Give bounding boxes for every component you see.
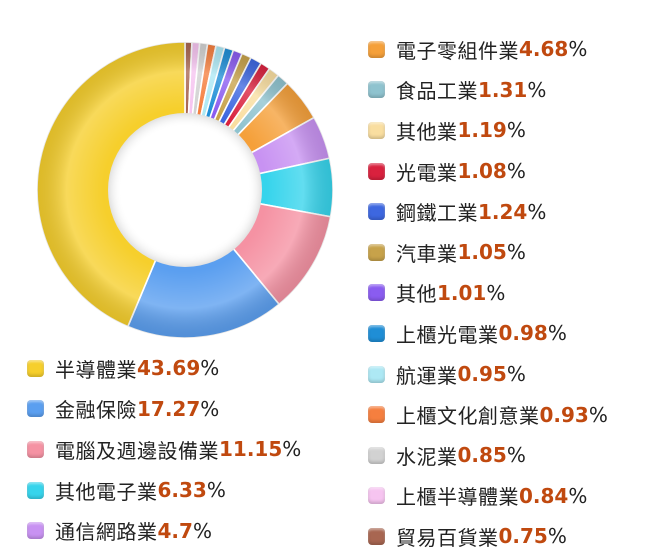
legend-item: 其他業 1.19% [368,110,608,151]
legend-value: 0.84 [519,483,569,508]
legend-item: 鋼鐵工業 1.24% [368,191,608,232]
legend-label: 上櫃文化創意業 [396,404,540,429]
legend-swatch [368,446,385,464]
legend-swatch [368,527,385,545]
legend-swatch [368,324,385,342]
legend-unit: % [506,240,526,265]
legend-label: 電腦及週邊設備業 [55,438,219,463]
legend-label: 金融保險 [55,398,137,423]
legend-unit: % [206,478,226,503]
legend-label: 上櫃半導體業 [396,485,519,510]
legend-swatch [368,81,385,99]
legend-unit: % [506,443,526,468]
legend-value: 17.27 [137,396,201,421]
legend-value: 11.15 [219,437,283,462]
legend-item: 電子零組件業 4.68% [368,29,608,70]
legend-item: 通信網路業 4.7% [27,510,301,551]
legend-item: 上櫃文化創意業 0.93% [368,394,608,435]
legend-label: 通信網路業 [55,520,158,545]
legend-swatch [368,121,385,139]
legend-swatch [368,284,385,302]
legend-unit: % [588,402,608,427]
legend-swatch [368,40,385,58]
legend-item: 汽車業 1.05% [368,232,608,273]
legend-swatch [27,522,44,540]
legend-unit: % [547,524,567,549]
legend-value: 0.75 [498,524,548,549]
legend-swatch [368,203,385,221]
legend-unit: % [527,77,547,102]
legend-value: 4.7 [157,518,193,543]
legend-value: 0.95 [457,362,507,387]
legend-value: 1.24 [478,199,528,224]
legend-value: 1.01 [437,280,487,305]
legend-unit: % [506,362,526,387]
legend-label: 汽車業 [396,241,458,266]
legend-item: 半導體業 43.69% [27,348,301,389]
legend-label: 上櫃光電業 [396,322,499,347]
legend-value: 0.85 [457,443,507,468]
legend-swatch [27,400,44,418]
legend-label: 航運業 [396,363,458,388]
legend-item: 水泥業 0.85% [368,435,608,476]
legend-swatch [368,406,385,424]
legend-item: 上櫃半導體業 0.84% [368,476,608,517]
legend-label: 其他 [396,282,437,307]
donut-hole-edge [108,113,262,267]
legend-value: 1.31 [478,77,528,102]
legend-unit: % [568,37,588,62]
legend-item: 其他 1.01% [368,273,608,314]
legend-label: 貿易百貨業 [396,525,499,550]
legend-label: 其他電子業 [55,479,158,504]
legend-swatch [27,440,44,458]
legend-swatch [27,359,44,377]
legend-swatch [368,487,385,505]
legend-swatch [368,243,385,261]
legend-label: 電子零組件業 [396,38,519,63]
legend-item: 航運業 0.95% [368,354,608,395]
legend-swatch [368,365,385,383]
legend-label: 水泥業 [396,444,458,469]
legend-label: 其他業 [396,119,458,144]
legend-unit: % [506,118,526,143]
legend-unit: % [282,437,302,462]
legend-swatch [27,481,44,499]
legend-item: 光電業 1.08% [368,151,608,192]
legend-right: 電子零組件業 4.68% 食品工業 1.31% 其他業 1.19% 光電業 1.08% 鋼鐵工業… [368,29,608,557]
legend-unit: % [192,518,212,543]
legend-value: 6.33 [157,478,207,503]
legend-unit: % [568,483,588,508]
legend-value: 1.19 [457,118,507,143]
legend-item: 貿易百貨業 0.75% [368,516,608,557]
legend-item: 上櫃光電業 0.98% [368,313,608,354]
legend-unit: % [547,321,567,346]
legend-unit: % [200,396,220,421]
legend-unit: % [506,159,526,184]
legend-value: 4.68 [519,37,569,62]
legend-value: 43.69 [137,356,201,381]
legend-item: 電腦及週邊設備業 11.15% [27,429,301,470]
legend-left: 半導體業 43.69% 金融保險 17.27% 電腦及週邊設備業 11.15% 其他電子業 6… [27,348,301,551]
legend-item: 金融保險 17.27% [27,389,301,430]
legend-label: 半導體業 [55,357,137,382]
legend-value: 1.05 [457,240,507,265]
legend-label: 食品工業 [396,79,478,104]
legend-value: 1.08 [457,159,507,184]
legend-swatch [368,162,385,180]
legend-unit: % [527,199,547,224]
legend-value: 0.93 [539,402,589,427]
legend-unit: % [200,356,220,381]
legend-item: 其他電子業 6.33% [27,470,301,511]
legend-label: 鋼鐵工業 [396,201,478,226]
legend-item: 食品工業 1.31% [368,70,608,111]
legend-unit: % [486,280,506,305]
legend-label: 光電業 [396,160,458,185]
legend-value: 0.98 [498,321,548,346]
